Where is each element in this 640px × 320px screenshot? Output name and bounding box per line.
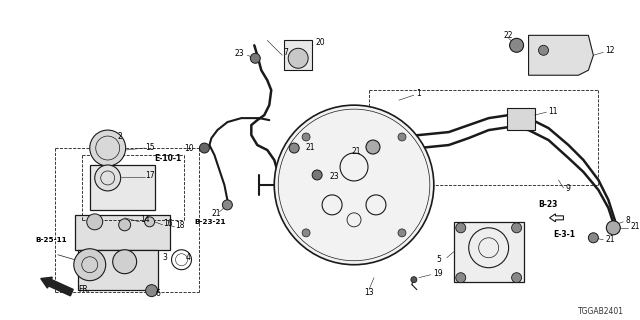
- Text: 16: 16: [164, 219, 173, 228]
- Text: 23: 23: [329, 172, 339, 181]
- Circle shape: [312, 170, 322, 180]
- Bar: [454, 222, 524, 282]
- Text: 21: 21: [630, 222, 640, 231]
- Circle shape: [222, 200, 232, 210]
- Circle shape: [398, 133, 406, 141]
- Circle shape: [511, 223, 522, 233]
- Circle shape: [606, 221, 620, 235]
- Text: 10: 10: [184, 144, 194, 153]
- Circle shape: [145, 217, 155, 227]
- Text: 21: 21: [351, 147, 360, 156]
- Text: 14: 14: [141, 215, 150, 224]
- Text: 13: 13: [364, 288, 374, 297]
- Circle shape: [288, 48, 308, 68]
- Text: 3: 3: [163, 253, 168, 262]
- Text: B-25-11: B-25-11: [35, 237, 67, 243]
- Text: TGGAB2401: TGGAB2401: [579, 307, 625, 316]
- Circle shape: [200, 143, 209, 153]
- Text: 4: 4: [186, 253, 190, 262]
- Text: 21: 21: [305, 142, 315, 152]
- Text: 6: 6: [156, 289, 161, 298]
- Circle shape: [398, 229, 406, 237]
- Text: 18: 18: [175, 221, 185, 230]
- FancyArrow shape: [550, 214, 563, 222]
- Text: E-3-1: E-3-1: [554, 230, 575, 239]
- Circle shape: [302, 229, 310, 237]
- Text: 12: 12: [605, 46, 615, 55]
- Circle shape: [456, 273, 466, 283]
- Text: 21: 21: [605, 235, 615, 244]
- Circle shape: [113, 250, 136, 274]
- Circle shape: [118, 219, 131, 231]
- Circle shape: [302, 133, 310, 141]
- Text: 23: 23: [234, 49, 244, 58]
- Circle shape: [411, 277, 417, 283]
- Circle shape: [511, 273, 522, 283]
- Text: B-23: B-23: [538, 200, 558, 209]
- Text: 1: 1: [416, 89, 420, 98]
- Circle shape: [456, 223, 466, 233]
- Text: FR.: FR.: [78, 285, 90, 294]
- Polygon shape: [529, 35, 593, 75]
- Text: B-23-21: B-23-21: [195, 219, 226, 225]
- Text: 2: 2: [118, 132, 122, 140]
- Text: 17: 17: [146, 172, 156, 180]
- Circle shape: [74, 249, 106, 281]
- Text: 20: 20: [315, 38, 324, 47]
- Text: E-10-1: E-10-1: [155, 154, 182, 163]
- Circle shape: [538, 45, 548, 55]
- Text: 19: 19: [433, 269, 442, 278]
- Text: 5: 5: [437, 255, 442, 264]
- Bar: [90, 165, 155, 210]
- Text: 7: 7: [284, 48, 288, 57]
- Text: 22: 22: [504, 31, 513, 40]
- Circle shape: [87, 214, 102, 230]
- Text: 11: 11: [548, 107, 558, 116]
- Text: 21: 21: [211, 209, 221, 218]
- Bar: [507, 108, 534, 130]
- Circle shape: [90, 130, 125, 166]
- FancyArrow shape: [41, 277, 73, 296]
- Circle shape: [289, 143, 299, 153]
- Circle shape: [366, 140, 380, 154]
- Circle shape: [250, 53, 260, 63]
- Bar: [78, 250, 157, 290]
- Circle shape: [146, 285, 157, 297]
- Bar: [284, 40, 312, 70]
- Text: 9: 9: [566, 184, 570, 193]
- Bar: [75, 215, 170, 250]
- Circle shape: [588, 233, 598, 243]
- Text: 15: 15: [146, 142, 156, 152]
- Text: 8: 8: [625, 216, 630, 225]
- Circle shape: [95, 165, 121, 191]
- Circle shape: [509, 38, 524, 52]
- Circle shape: [275, 105, 434, 265]
